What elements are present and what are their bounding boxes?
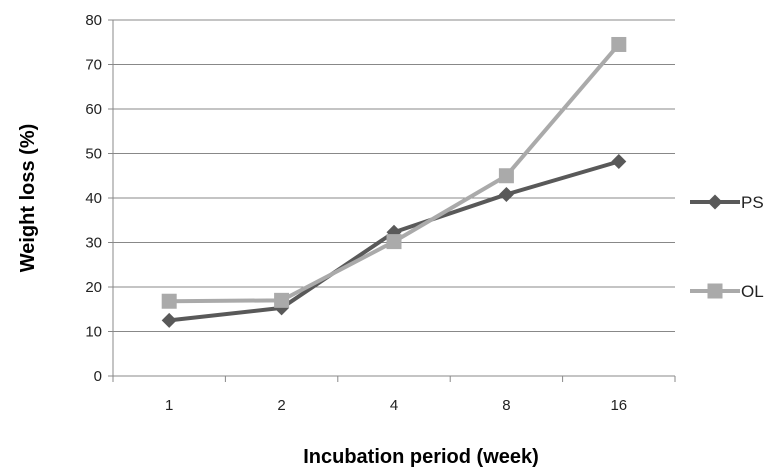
x-tick-label: 1 <box>165 397 173 414</box>
gridlines <box>113 19 675 332</box>
data-point <box>386 234 402 250</box>
data-point <box>611 36 627 52</box>
y-tick-label: 10 <box>85 324 102 341</box>
series-line <box>169 43 621 304</box>
y-tick-label: 70 <box>85 57 102 74</box>
legend-item-ps: PS <box>690 193 764 212</box>
legend-item-ol: OL <box>690 282 764 301</box>
y-axis-title: Weight loss (%) <box>17 124 39 273</box>
legend-marker <box>707 194 723 210</box>
x-tick-label: 2 <box>277 397 285 414</box>
legend: PS OL <box>690 193 764 301</box>
y-tick-label: 20 <box>85 279 102 296</box>
data-point <box>161 312 177 328</box>
axes: 0 10 20 30 40 50 60 70 80 1 2 4 8 16 <box>85 12 676 414</box>
x-tick-label: 8 <box>502 397 510 414</box>
y-tick-label: 60 <box>85 101 102 118</box>
y-tick-label: 80 <box>85 12 102 29</box>
legend-marker <box>707 283 723 299</box>
data-point <box>498 186 514 202</box>
data-point <box>611 154 627 170</box>
x-tick-label: 4 <box>390 397 398 414</box>
series-layer <box>161 36 627 328</box>
y-tick-label: 50 <box>85 146 102 163</box>
x-tick-label: 16 <box>610 397 627 414</box>
x-axis-title: Incubation period (week) <box>303 446 539 468</box>
data-point <box>498 168 514 184</box>
y-tick-label: 30 <box>85 235 102 252</box>
legend-label: PS <box>741 193 764 212</box>
y-tick-label: 40 <box>85 190 102 207</box>
data-point <box>274 292 290 308</box>
data-point <box>161 293 177 309</box>
series-ol <box>161 36 627 309</box>
legend-label: OL <box>741 282 764 301</box>
y-tick-label: 0 <box>94 368 102 385</box>
